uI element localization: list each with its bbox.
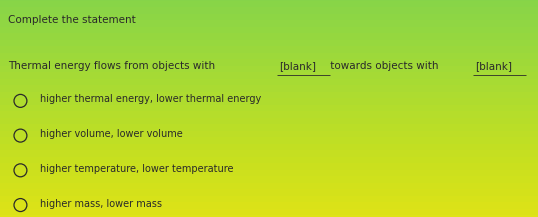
Text: [blank]: [blank] bbox=[476, 61, 512, 71]
Text: higher volume, lower volume: higher volume, lower volume bbox=[40, 129, 183, 139]
Text: higher temperature, lower temperature: higher temperature, lower temperature bbox=[40, 164, 234, 174]
Text: [blank]: [blank] bbox=[280, 61, 316, 71]
Text: Thermal energy flows from objects with: Thermal energy flows from objects with bbox=[8, 61, 218, 71]
Text: higher mass, lower mass: higher mass, lower mass bbox=[40, 199, 162, 209]
Text: towards objects with: towards objects with bbox=[327, 61, 442, 71]
Text: higher thermal energy, lower thermal energy: higher thermal energy, lower thermal ene… bbox=[40, 94, 261, 104]
Text: Complete the statement: Complete the statement bbox=[8, 15, 136, 25]
